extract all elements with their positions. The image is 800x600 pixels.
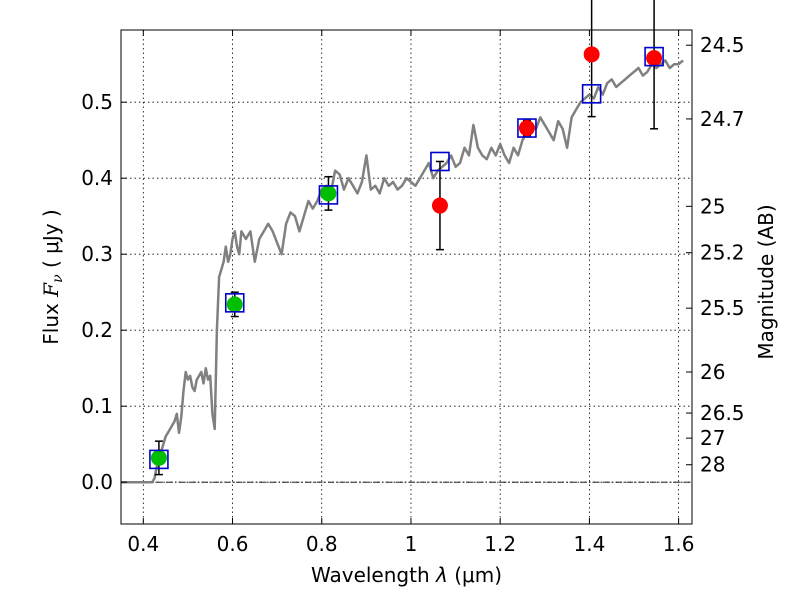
model-point-box xyxy=(149,449,169,470)
x-tick-label: 0.6 xyxy=(217,532,249,556)
x-tick-label: 1.4 xyxy=(573,532,605,556)
magnitude-tick-label: 24.5 xyxy=(700,33,745,57)
x-tick-label: 0.8 xyxy=(306,532,338,556)
observed-point-red xyxy=(431,197,448,214)
observed-point-green xyxy=(150,449,167,466)
y-tick-label: 0.3 xyxy=(81,242,113,266)
x-tick-label: 1.6 xyxy=(663,532,695,556)
observed-point-red xyxy=(646,50,663,67)
tick-layer: 0.4 0.6 0.8 1 1.2 1.4 1.6 0.0 0.1 0.2 0.3 0.4 0.5 24.… xyxy=(81,30,745,556)
magnitude-tick-label: 25.5 xyxy=(700,296,745,320)
model-point-box xyxy=(430,151,450,172)
x-tick-label: 1.2 xyxy=(484,532,516,556)
y-axis-label: Flux Fν ( μJy ) xyxy=(39,209,66,344)
model-point-box xyxy=(224,293,245,313)
plot-frame xyxy=(120,29,693,525)
y-tick-label: 0.5 xyxy=(81,90,113,114)
magnitude-tick-label: 26.5 xyxy=(700,401,745,425)
observed-point-green xyxy=(320,185,337,202)
observed-point-red xyxy=(583,46,600,63)
grid-layer xyxy=(121,30,692,524)
template-sed-line xyxy=(121,59,684,484)
magnitude-tick-label: 26 xyxy=(700,360,725,384)
magnitude-axis-label: Magnitude (AB) xyxy=(754,204,778,359)
y-tick-label: 0.0 xyxy=(81,470,113,494)
x-tick-label: 1 xyxy=(405,532,418,556)
observed-points-layer xyxy=(150,46,663,466)
magnitude-tick-label: 24.7 xyxy=(700,107,745,131)
x-tick-label: 0.4 xyxy=(127,532,159,556)
observed-point-red xyxy=(518,120,535,137)
y-tick-label: 0.4 xyxy=(81,166,113,190)
model-point-box xyxy=(318,185,339,205)
magnitude-tick-label: 25 xyxy=(700,194,725,218)
model-point-box xyxy=(644,46,664,67)
model-points-layer xyxy=(149,46,664,470)
observed-point-green xyxy=(226,296,243,313)
model-point-box xyxy=(517,118,537,138)
y-tick-label: 0.1 xyxy=(81,394,113,418)
magnitude-tick-label: 27 xyxy=(700,426,725,450)
magnitude-tick-label: 25.2 xyxy=(700,241,745,265)
errorbar-layer xyxy=(154,0,659,476)
y-tick-label: 0.2 xyxy=(81,318,113,342)
magnitude-tick-label: 28 xyxy=(700,453,725,477)
x-axis-label: Wavelength λ (μm) xyxy=(311,563,502,587)
model-point-box xyxy=(581,84,602,104)
